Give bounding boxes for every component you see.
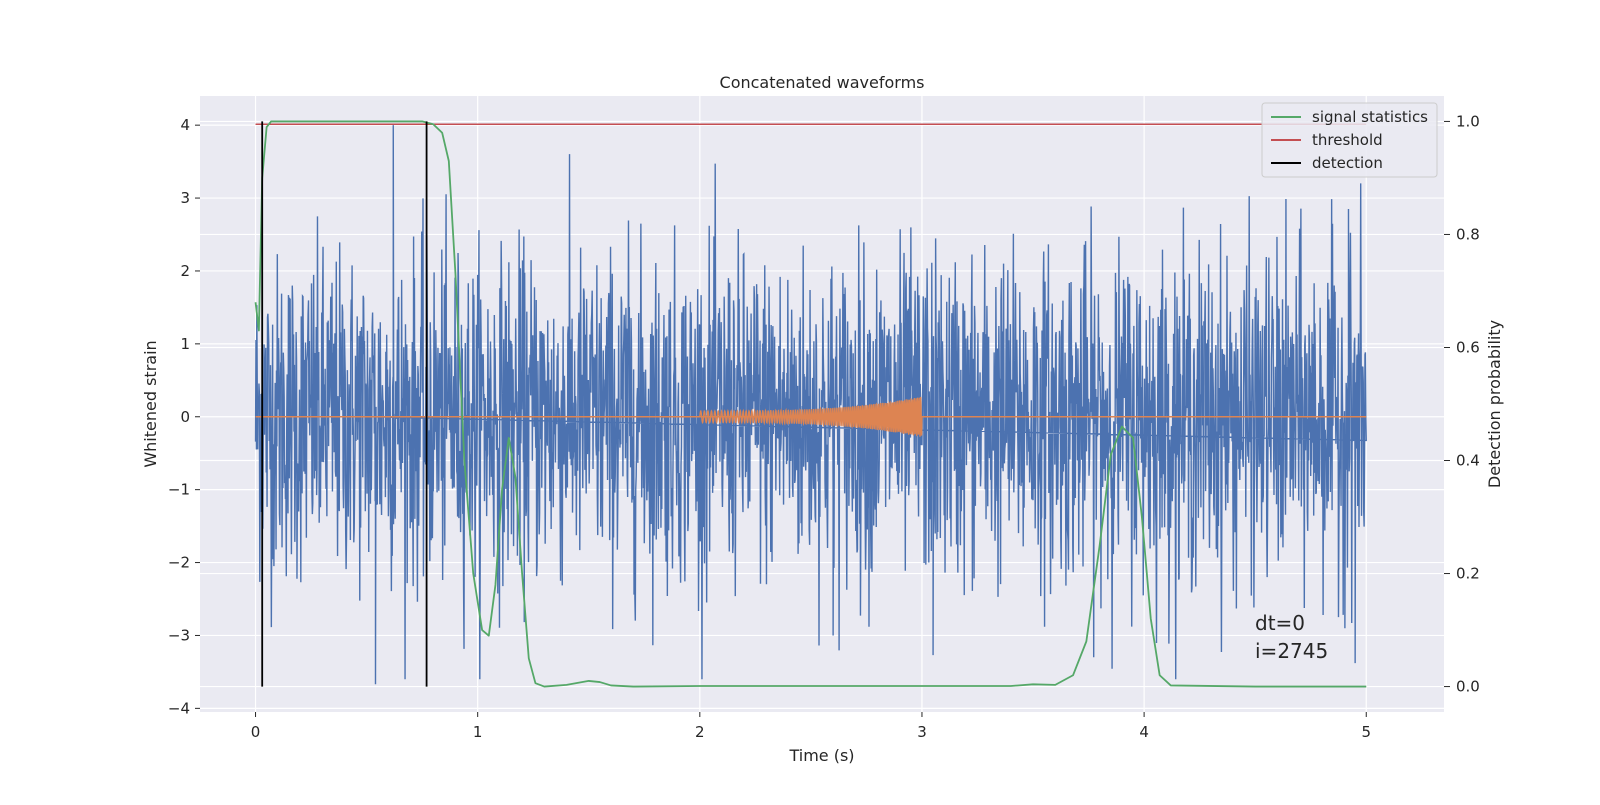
chirp-waveform <box>699 396 923 437</box>
y2-tick-label: 0.6 <box>1456 338 1480 356</box>
y-tick-label: 1 <box>180 335 190 353</box>
y2-tick-label: 0.8 <box>1456 225 1480 243</box>
chart-title: Concatenated waveforms <box>720 73 925 92</box>
legend-label-signal-statistics: signal statistics <box>1312 108 1428 126</box>
y2-tick-label: 0.0 <box>1456 678 1480 696</box>
y2-axis-label: Detection probability <box>1485 320 1504 488</box>
signal-statistics-line <box>254 120 1367 688</box>
legend: signal statistics threshold detection <box>1261 102 1438 178</box>
y-tick-label: −4 <box>168 699 190 717</box>
whitened-strain-series <box>254 125 1367 685</box>
x-tick-label: 4 <box>1139 723 1149 741</box>
left-axis-ticks: −4 −3 −2 −1 0 1 2 3 4 <box>168 116 200 717</box>
right-axis-ticks: 0.0 0.2 0.4 0.6 0.8 1.0 <box>1444 112 1480 696</box>
x-axis-label: Time (s) <box>788 746 854 765</box>
annotation-dt: dt=0 <box>1255 611 1305 635</box>
y-tick-label: 0 <box>180 408 190 426</box>
y2-tick-label: 0.4 <box>1456 452 1480 470</box>
y2-tick-label: 0.2 <box>1456 565 1480 583</box>
y-tick-label: 3 <box>180 189 190 207</box>
x-tick-label: 5 <box>1361 723 1371 741</box>
x-tick-label: 3 <box>917 723 927 741</box>
legend-label-threshold: threshold <box>1312 131 1383 149</box>
x-tick-label: 1 <box>473 723 483 741</box>
y-tick-label: −3 <box>168 626 190 644</box>
y-tick-label: −1 <box>168 481 190 499</box>
plot-area <box>254 120 1367 688</box>
x-axis-ticks: 0 1 2 3 4 5 <box>251 712 1371 741</box>
legend-label-detection: detection <box>1312 154 1383 172</box>
x-tick-label: 0 <box>251 723 261 741</box>
y-tick-label: 2 <box>180 262 190 280</box>
y-axis-label: Whitened strain <box>141 340 160 467</box>
annotation-index: i=2745 <box>1255 639 1328 663</box>
y-tick-label: −2 <box>168 554 190 572</box>
legend-box <box>1261 102 1438 178</box>
y-tick-label: 4 <box>180 116 190 134</box>
y2-tick-label: 1.0 <box>1456 112 1480 130</box>
series-layer <box>254 120 1367 688</box>
x-tick-label: 2 <box>695 723 705 741</box>
